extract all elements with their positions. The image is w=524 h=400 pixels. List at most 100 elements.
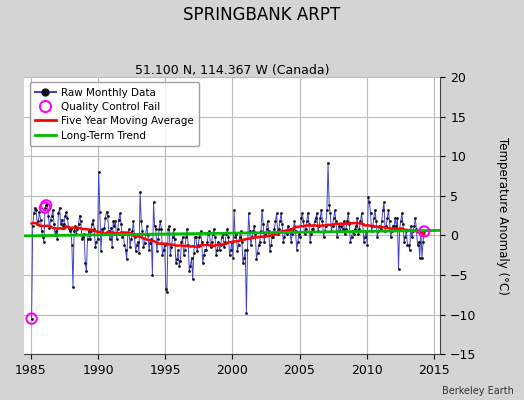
Y-axis label: Temperature Anomaly (°C): Temperature Anomaly (°C) (496, 137, 509, 294)
Point (324, 159, 332, 166)
Point (390, 223, 398, 229)
Point (352, 223, 360, 229)
Point (343, 218, 351, 224)
Point (73, 226, 82, 232)
Point (258, 207, 266, 213)
Point (364, 194, 373, 201)
Point (154, 236, 162, 243)
Point (260, 238, 268, 245)
Point (158, 252, 167, 258)
Point (196, 228, 205, 235)
Point (246, 228, 254, 235)
Point (101, 215, 110, 221)
Point (234, 242, 243, 248)
Point (127, 236, 135, 243)
Point (279, 238, 288, 245)
Point (106, 236, 114, 243)
Point (86, 228, 95, 235)
Point (372, 218, 380, 224)
Point (277, 210, 285, 216)
Text: SPRINGBANK ARPT: SPRINGBANK ARPT (183, 6, 341, 24)
Point (115, 216, 123, 223)
Point (210, 226, 218, 232)
Point (205, 228, 214, 235)
Point (188, 254, 196, 261)
Point (239, 260, 247, 266)
Point (38, 228, 46, 235)
Point (66, 228, 74, 235)
Point (403, 242, 412, 248)
Point (391, 215, 399, 221)
Point (90, 226, 99, 232)
Point (340, 218, 348, 224)
Point (251, 231, 259, 237)
Point (355, 226, 364, 232)
Point (353, 215, 362, 221)
Point (180, 252, 188, 258)
Point (256, 238, 264, 245)
Point (400, 238, 408, 245)
Point (278, 220, 286, 227)
Point (50, 220, 58, 227)
Point (70, 228, 78, 235)
Point (167, 244, 176, 250)
Point (176, 258, 184, 264)
Point (342, 226, 350, 232)
Point (287, 238, 296, 245)
Point (114, 226, 122, 232)
Point (194, 242, 202, 248)
Legend: Raw Monthly Data, Quality Control Fail, Five Year Moving Average, Long-Term Tren: Raw Monthly Data, Quality Control Fail, … (29, 82, 199, 146)
Point (103, 212, 112, 219)
Point (396, 226, 404, 232)
Point (417, 228, 425, 235)
Point (192, 234, 200, 240)
Point (195, 234, 204, 240)
Point (310, 218, 319, 224)
Point (295, 231, 303, 237)
Point (165, 223, 173, 229)
Point (249, 228, 257, 235)
Point (346, 238, 355, 245)
Point (237, 228, 245, 235)
Point (52, 228, 60, 235)
Point (379, 207, 387, 213)
Point (160, 242, 169, 248)
Point (221, 238, 230, 245)
Point (315, 223, 323, 229)
Point (147, 236, 156, 243)
Point (138, 228, 147, 235)
Point (235, 234, 244, 240)
Text: Berkeley Earth: Berkeley Earth (442, 386, 514, 396)
Point (171, 236, 179, 243)
Point (49, 207, 57, 213)
Point (43, 200, 51, 207)
Point (232, 231, 241, 237)
Point (377, 218, 386, 224)
Point (80, 231, 89, 237)
Point (330, 215, 338, 221)
Point (405, 242, 413, 248)
Point (291, 228, 300, 235)
Point (64, 224, 73, 231)
Point (41, 204, 49, 211)
Point (301, 226, 310, 232)
Point (211, 234, 219, 240)
Point (240, 254, 248, 261)
Point (190, 250, 198, 256)
Point (182, 234, 190, 240)
Point (51, 232, 59, 239)
Point (97, 248, 105, 254)
Point (164, 226, 172, 232)
Point (157, 226, 166, 232)
Point (44, 212, 52, 219)
Point (410, 223, 418, 229)
Point (335, 223, 343, 229)
Point (268, 234, 276, 240)
Point (261, 231, 269, 237)
Point (243, 246, 252, 253)
Point (58, 216, 66, 223)
Point (286, 226, 294, 232)
Point (302, 218, 311, 224)
Title: 51.100 N, 114.367 W (Canada): 51.100 N, 114.367 W (Canada) (135, 64, 330, 77)
Point (280, 234, 289, 240)
